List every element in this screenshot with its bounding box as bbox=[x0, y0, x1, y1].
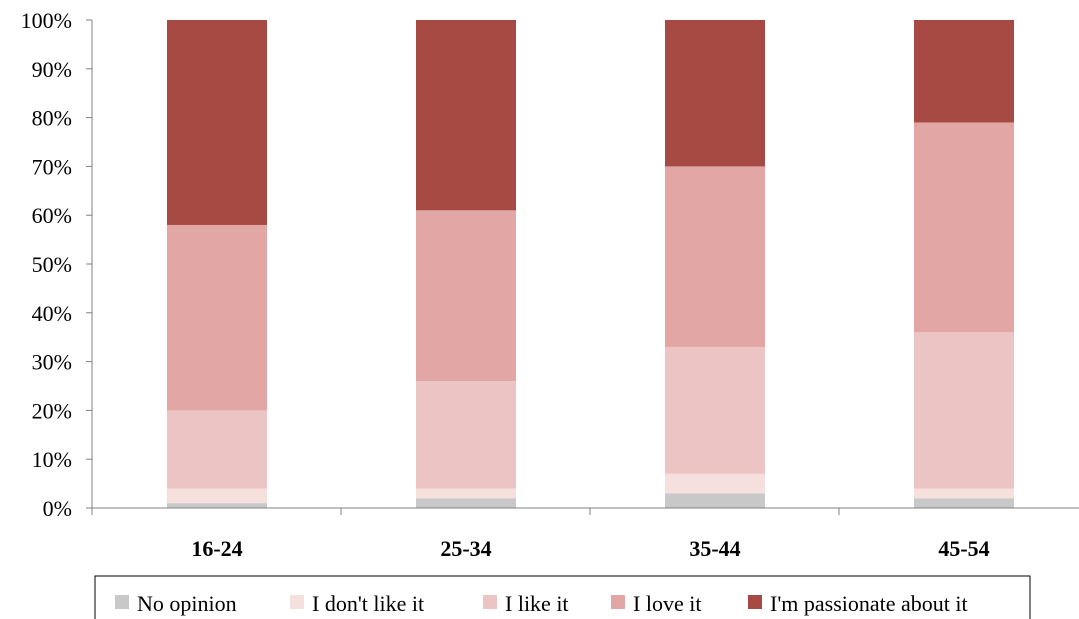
legend-label: No opinion bbox=[137, 591, 237, 616]
bar-segment-45-54-5 bbox=[914, 20, 1014, 123]
y-tick-label: 30% bbox=[32, 350, 72, 375]
bar-segment-35-44-1 bbox=[665, 493, 765, 508]
bar-segment-25-34-5 bbox=[416, 20, 516, 211]
legend-label: I don't like it bbox=[312, 591, 424, 616]
y-tick-label: 0% bbox=[43, 496, 72, 521]
x-tick-label: 16-24 bbox=[191, 536, 242, 561]
y-tick-label: 60% bbox=[32, 203, 72, 228]
x-tick-label: 35-44 bbox=[689, 536, 740, 561]
bar-segment-25-34-1 bbox=[416, 498, 516, 508]
legend-label: I love it bbox=[633, 591, 701, 616]
y-tick-label: 70% bbox=[32, 154, 72, 179]
legend: No opinion I don't like it I like it I love… bbox=[94, 575, 1031, 619]
legend-label: I'm passionate about it bbox=[770, 591, 968, 616]
legend-swatch bbox=[290, 595, 304, 609]
bar-segment-35-44-5 bbox=[665, 20, 765, 167]
bar-segment-25-34-3 bbox=[416, 381, 516, 489]
y-tick-label: 100% bbox=[21, 8, 72, 33]
x-tick-label: 45-54 bbox=[938, 536, 989, 561]
bar-segment-45-54-3 bbox=[914, 332, 1014, 489]
legend-box bbox=[94, 575, 1031, 619]
y-tick-label: 20% bbox=[32, 398, 72, 423]
legend-swatch bbox=[483, 595, 497, 609]
x-category-labels: 16-24 25-34 35-44 45-54 bbox=[191, 536, 989, 561]
bar-segment-35-44-2 bbox=[665, 473, 765, 494]
bar-segment-16-24-4 bbox=[167, 224, 267, 411]
axes-layer bbox=[86, 19, 1079, 515]
bar-segment-16-24-5 bbox=[167, 20, 267, 225]
legend-label: I like it bbox=[505, 591, 569, 616]
legend-swatch bbox=[611, 595, 625, 609]
bar-segment-16-24-1 bbox=[167, 503, 267, 508]
bar-segment-45-54-4 bbox=[914, 122, 1014, 333]
y-tick-label: 10% bbox=[32, 447, 72, 472]
y-tick-label: 50% bbox=[32, 252, 72, 277]
bar-segment-45-54-1 bbox=[914, 498, 1014, 508]
y-tick-labels: 0% 10% 20% 30% 40% 50% 60% 70% 80% 90% 100% bbox=[21, 8, 72, 521]
bar-segment-25-34-2 bbox=[416, 488, 516, 499]
bars-layer bbox=[167, 20, 1014, 508]
x-tick-label: 25-34 bbox=[440, 536, 491, 561]
bar-segment-35-44-3 bbox=[665, 346, 765, 474]
bar-segment-16-24-2 bbox=[167, 488, 267, 504]
bar-segment-35-44-4 bbox=[665, 166, 765, 347]
legend-swatch bbox=[115, 595, 129, 609]
bar-segment-25-34-4 bbox=[416, 210, 516, 382]
y-tick-label: 80% bbox=[32, 106, 72, 131]
y-tick-label: 90% bbox=[32, 57, 72, 82]
bar-segment-16-24-3 bbox=[167, 410, 267, 489]
legend-swatch bbox=[748, 595, 762, 609]
bar-segment-45-54-2 bbox=[914, 488, 1014, 499]
y-tick-label: 40% bbox=[32, 301, 72, 326]
